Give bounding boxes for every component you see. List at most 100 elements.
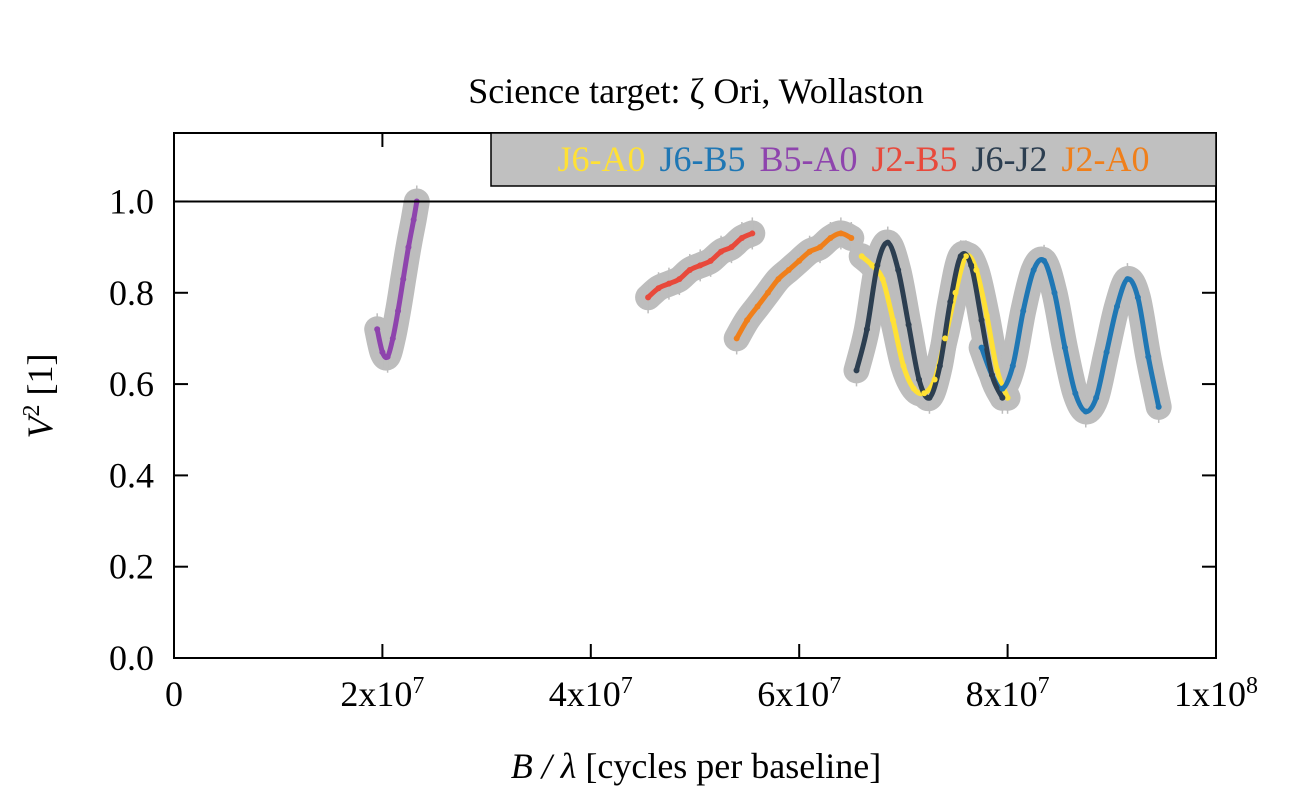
- data-point: [389, 335, 396, 342]
- y-tick-label: 1.0: [109, 181, 154, 221]
- data-point: [806, 248, 813, 255]
- y-axis: 0.0 0.2 0.4 0.6 0.8 1.0: [109, 181, 1216, 678]
- error-band-J2-A0: [723, 220, 865, 352]
- data-point: [749, 230, 756, 237]
- x-tick-label: 8x107: [966, 673, 1050, 714]
- data-point: [1020, 308, 1027, 315]
- data-point: [900, 362, 907, 369]
- data-point: [785, 266, 792, 273]
- x-tick-label-exp: 7: [412, 673, 424, 699]
- data-point: [910, 385, 917, 392]
- data-point: [665, 280, 672, 287]
- data-point: [405, 244, 412, 251]
- legend-entry: J2-A0: [1062, 139, 1150, 179]
- data-point: [988, 371, 995, 378]
- data-point: [1009, 362, 1016, 369]
- data-point: [645, 294, 652, 301]
- data-point: [1103, 349, 1110, 356]
- data-point: [395, 308, 402, 315]
- data-point: [1155, 403, 1162, 410]
- data-point: [1072, 390, 1079, 397]
- legend-entry: J6-A0: [557, 139, 645, 179]
- data-point: [686, 266, 693, 273]
- legend-entry: J2-B5: [871, 139, 957, 179]
- x-tick-label-base: 0: [165, 674, 183, 714]
- x-tick-label-exp: 7: [829, 673, 841, 699]
- y-tick-label: 0.6: [109, 364, 154, 404]
- legend: J6-A0 J6-B5 B5-A0 J2-B5 J6-J2 J2-A0: [490, 132, 1217, 187]
- data-point: [957, 253, 964, 260]
- data-point: [962, 253, 969, 260]
- series-points: [374, 198, 1162, 415]
- data-point: [738, 235, 745, 241]
- data-point: [1114, 303, 1121, 310]
- data-point: [978, 344, 985, 351]
- y-axis-label-rest: [1]: [20, 354, 60, 405]
- x-tick-label: 2x107: [340, 673, 424, 714]
- data-point: [775, 276, 782, 283]
- y-tick-label: 0.8: [109, 273, 154, 313]
- data-point: [889, 317, 896, 324]
- data-point: [879, 276, 886, 283]
- data-point: [1030, 266, 1037, 273]
- x-axis: 0 2x107 4x107 6x107 8x107 1x108: [165, 133, 1258, 714]
- data-point: [921, 390, 928, 397]
- data-point: [895, 266, 902, 273]
- data-point: [942, 335, 949, 342]
- data-point: [926, 394, 933, 401]
- x-tick-label-base: 8x10: [966, 674, 1038, 714]
- data-point: [707, 257, 714, 264]
- data-point: [936, 362, 943, 369]
- x-tick-label-base: 1x10: [1174, 674, 1246, 714]
- data-point: [848, 235, 855, 241]
- data-point: [817, 244, 824, 251]
- x-tick-label: 1x108: [1174, 673, 1258, 714]
- x-axis-label-italic: B / λ: [511, 746, 577, 786]
- y-axis-label-italic: V: [20, 412, 60, 438]
- data-point: [853, 367, 860, 374]
- data-point: [1145, 353, 1152, 360]
- data-point: [718, 248, 725, 255]
- data-point: [1004, 394, 1011, 401]
- legend-box: [490, 132, 1217, 187]
- y-tick-label: 0.0: [109, 638, 154, 678]
- data-point: [916, 376, 923, 383]
- x-tick-label: 0: [165, 674, 183, 714]
- x-axis-label-rest: [cycles per baseline]: [576, 746, 881, 786]
- data-point: [744, 317, 751, 324]
- data-point: [874, 262, 881, 269]
- y-tick-label: 0.2: [109, 547, 154, 587]
- data-point: [1041, 257, 1048, 264]
- data-point: [983, 312, 990, 319]
- data-point: [827, 235, 834, 241]
- data-point: [728, 244, 735, 251]
- x-tick-label: 6x107: [757, 673, 841, 714]
- data-point: [796, 257, 803, 264]
- data-point: [1061, 344, 1068, 351]
- plot-area: [364, 185, 1172, 428]
- data-point: [994, 367, 1001, 374]
- y-tick-label: 0.4: [109, 455, 154, 495]
- data-point: [374, 326, 381, 333]
- data-point: [384, 353, 391, 360]
- series-layer: [364, 185, 1172, 428]
- plot-frame: [173, 132, 1217, 659]
- x-tick-label-exp: 7: [621, 673, 633, 699]
- data-point: [410, 216, 417, 223]
- error-bars: [364, 185, 1172, 428]
- chart-title: Science target: ζ Ori, Wollaston: [468, 71, 924, 111]
- legend-entry: J6-J2: [972, 139, 1048, 179]
- x-tick-label-base: 6x10: [757, 674, 829, 714]
- data-point: [754, 303, 761, 310]
- x-axis-label: B / λ [cycles per baseline]: [511, 746, 881, 786]
- y-axis-label-sup: 2: [19, 404, 45, 416]
- legend-entry: B5-A0: [759, 139, 857, 179]
- data-point: [1124, 276, 1131, 283]
- data-point: [764, 289, 771, 296]
- data-point: [869, 262, 876, 269]
- data-point: [1134, 294, 1141, 301]
- data-point: [1093, 394, 1100, 401]
- data-point: [400, 276, 407, 283]
- legend-entries: J6-A0 J6-B5 B5-A0 J2-B5 J6-J2 J2-A0: [557, 139, 1149, 179]
- x-tick-label-base: 4x10: [549, 674, 621, 714]
